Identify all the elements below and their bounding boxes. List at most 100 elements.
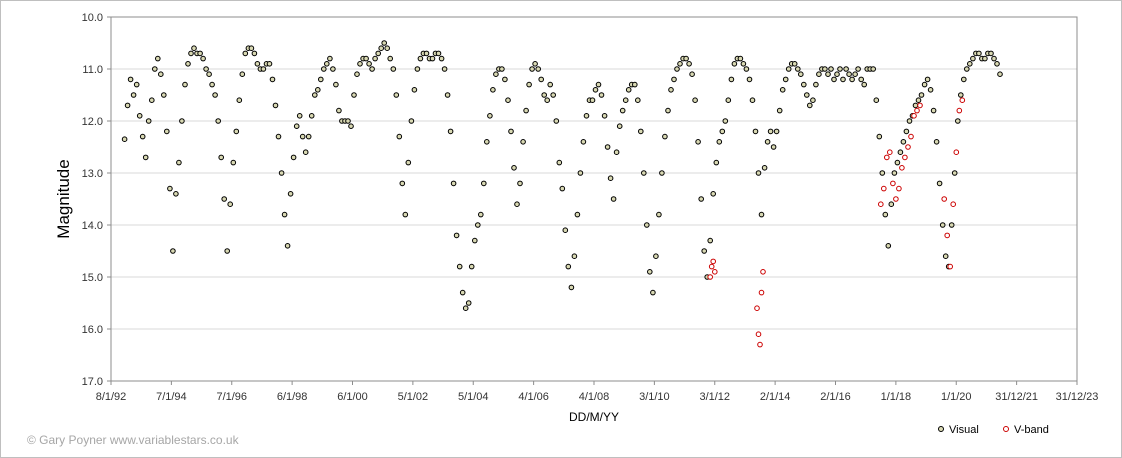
data-point-visual (351, 92, 357, 98)
y-axis-ticks: 10.0 11.0 12.0 13.0 14.0 15.0 16.0 17.0 (82, 12, 111, 388)
x-tick-label: 3/1/10 (639, 391, 670, 403)
data-point-v-band (905, 144, 911, 150)
data-point-visual (384, 45, 391, 52)
data-point-visual (408, 118, 415, 124)
data-point-visual (807, 102, 813, 109)
data-point-visual (478, 211, 484, 218)
data-point-visual (749, 97, 756, 103)
data-point-visual (958, 92, 964, 98)
data-point-visual (254, 61, 261, 67)
data-point-visual (731, 61, 738, 67)
data-point-visual (622, 97, 629, 103)
data-point-visual (846, 71, 852, 77)
x-tick-label: 4/1/08 (579, 391, 610, 403)
data-point-visual (293, 123, 300, 129)
data-point-visual (390, 66, 397, 72)
data-point-visual (381, 40, 388, 46)
data-point-v-band (755, 331, 762, 338)
data-point-v-band (707, 274, 714, 280)
data-point-visual (656, 211, 662, 218)
data-point-visual (526, 81, 532, 88)
data-point-visual (616, 123, 623, 129)
data-point-visual (411, 87, 418, 93)
data-point-visual (212, 92, 218, 98)
x-axis-title: DD/M/YY (569, 410, 619, 424)
data-point-visual (236, 97, 243, 103)
data-point-visual (967, 61, 973, 67)
data-point-visual (761, 165, 768, 171)
data-point-visual (188, 50, 194, 57)
data-point-visual (465, 300, 472, 306)
data-point-visual (831, 76, 837, 83)
data-point-visual (873, 97, 880, 103)
data-point-visual (538, 76, 545, 83)
data-point-visual (429, 55, 436, 62)
data-point-visual (583, 113, 590, 119)
data-point-visual (668, 87, 674, 93)
data-point-visual (650, 289, 656, 296)
data-point-visual (939, 222, 946, 228)
data-point-visual (951, 170, 958, 176)
data-point-visual (514, 201, 520, 207)
data-point-visual (689, 71, 695, 77)
x-tick-label: 6/1/00 (337, 391, 368, 403)
data-point-v-band (881, 185, 887, 192)
data-point-visual (402, 211, 409, 218)
data-point-visual (170, 248, 176, 254)
data-point-visual (912, 102, 919, 109)
data-point-visual (589, 97, 596, 103)
data-point-visual (308, 113, 315, 119)
data-point-v-band (902, 154, 908, 161)
x-tick-label: 1/1/20 (941, 391, 972, 403)
data-point-visual (994, 61, 1000, 67)
data-point-visual (173, 191, 179, 197)
data-point-visual (641, 170, 647, 176)
data-point-visual (813, 81, 819, 88)
data-point-visual (825, 71, 831, 77)
y-axis-title: Magnitude (54, 159, 73, 238)
data-point-v-band (914, 107, 920, 114)
x-tick-label: 3/1/12 (699, 391, 730, 403)
data-point-visual (375, 50, 382, 57)
data-point-visual (185, 61, 191, 67)
data-point-visual (535, 66, 542, 72)
data-point-visual (879, 170, 886, 176)
data-point-visual (529, 66, 535, 72)
data-point-visual (224, 248, 230, 254)
data-point-visual (595, 81, 602, 88)
data-point-visual (127, 76, 134, 83)
data-point-visual (752, 128, 759, 135)
data-point-visual (804, 92, 810, 98)
plot-background (111, 17, 1077, 381)
data-point-visual (698, 196, 705, 202)
data-point-visual (321, 66, 327, 72)
data-point-visual (713, 159, 720, 166)
data-point-v-band (947, 263, 954, 270)
data-point-visual (296, 113, 303, 119)
y-tick-label: 16.0 (82, 324, 103, 336)
data-point-v-band (890, 180, 896, 187)
data-point-visual (305, 133, 312, 140)
data-point-visual (444, 92, 451, 98)
data-point-visual (891, 170, 898, 176)
data-point-visual (324, 61, 330, 67)
data-point-visual (459, 289, 466, 296)
data-point-visual (948, 222, 955, 228)
data-point-v-band (757, 341, 763, 348)
data-point-visual (145, 118, 152, 124)
data-point-visual (635, 97, 641, 103)
legend-marker-visual (938, 426, 944, 432)
data-point-visual (182, 81, 188, 88)
data-point-visual (936, 180, 943, 187)
data-point-visual (976, 50, 982, 57)
data-point-visual (378, 45, 385, 52)
data-point-visual (363, 55, 369, 62)
data-point-v-band (896, 185, 902, 192)
data-point-visual (647, 269, 653, 275)
data-point-visual (493, 71, 499, 77)
data-point-visual (671, 76, 677, 83)
data-point-v-band (953, 149, 960, 155)
data-point-v-band (758, 289, 765, 296)
data-point-v-band (944, 232, 951, 239)
